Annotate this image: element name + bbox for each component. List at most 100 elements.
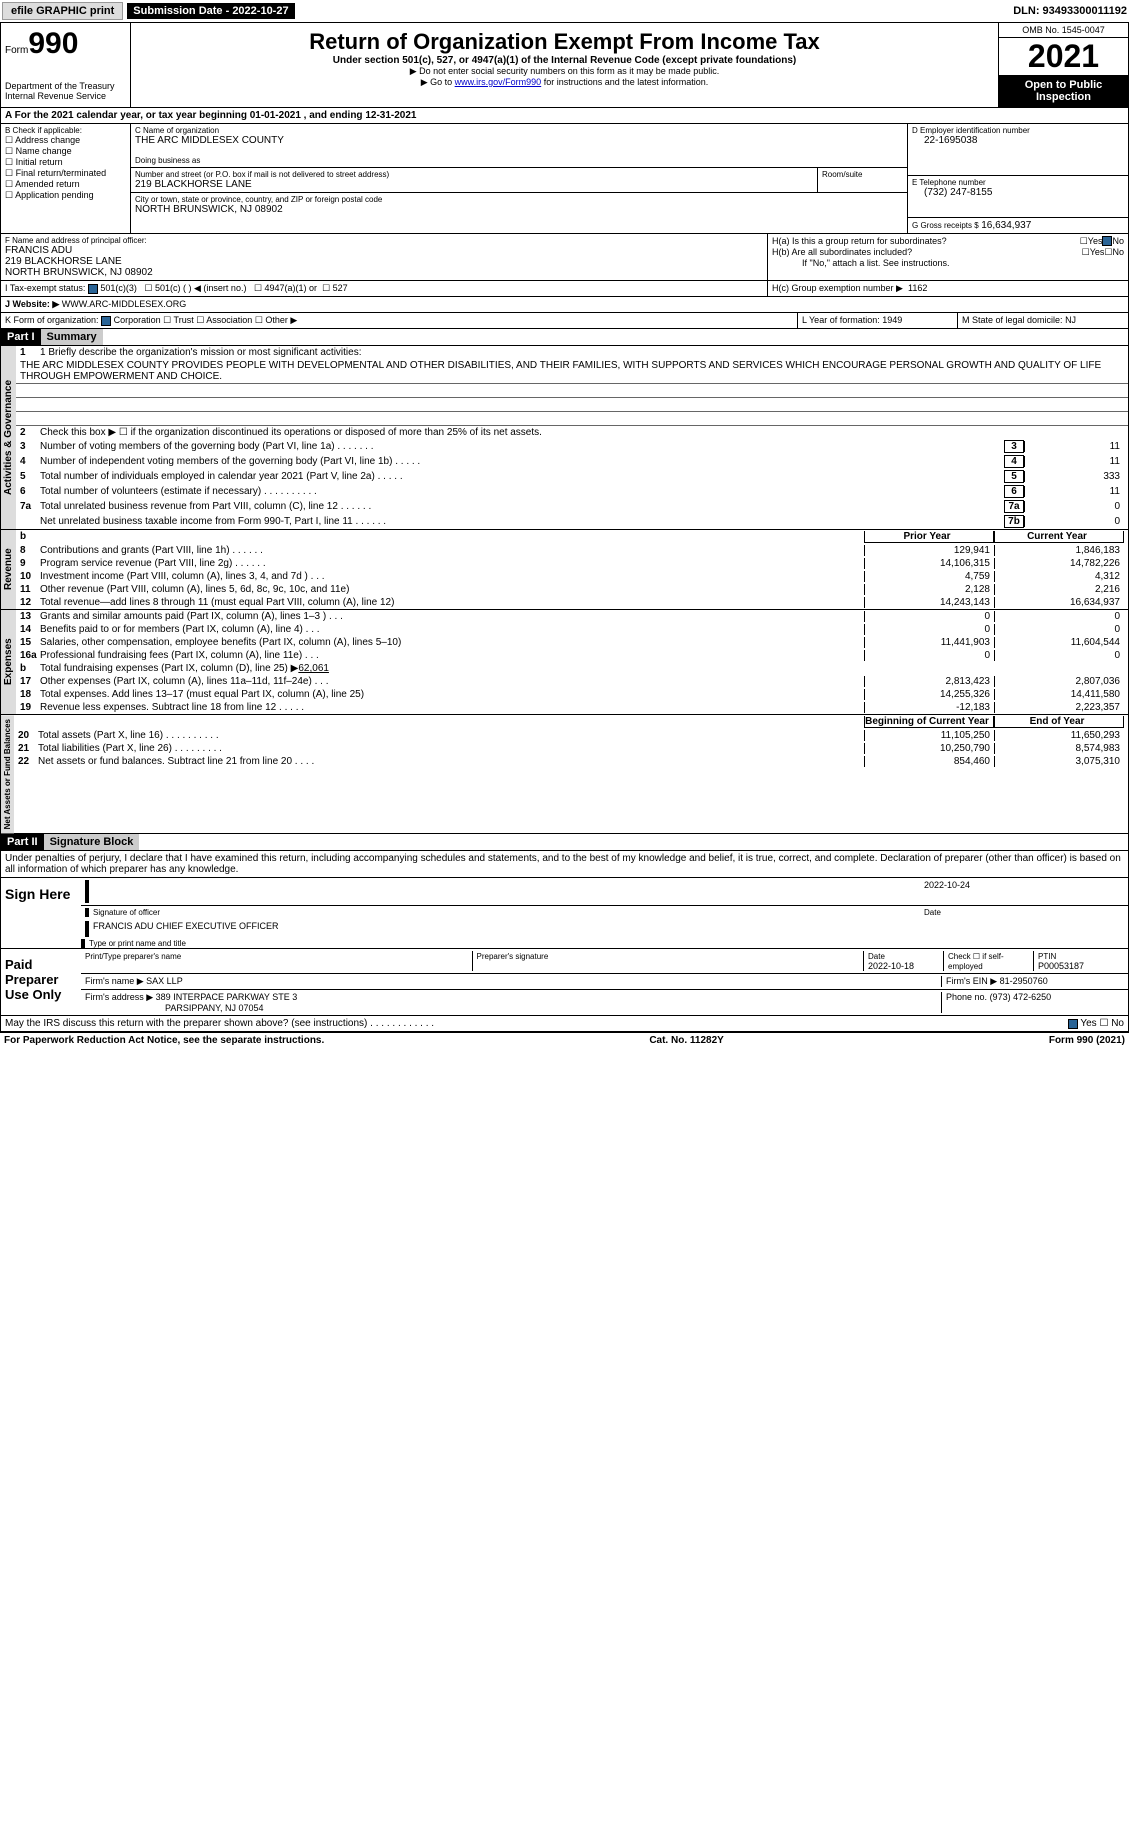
footer-left: For Paperwork Reduction Act Notice, see …	[4, 1035, 324, 1046]
footer-right: Form 990 (2021)	[1049, 1035, 1125, 1046]
l21: Total liabilities (Part X, line 26) . . …	[38, 743, 864, 754]
phone: (732) 247-8155	[912, 187, 1124, 198]
corp-check[interactable]	[101, 316, 111, 326]
date-label: Date	[924, 908, 1124, 917]
part1-title: Summary	[41, 329, 103, 345]
gross-label: G Gross receipts $	[912, 221, 979, 230]
open-inspection: Open to Public Inspection	[999, 75, 1128, 107]
b-opt-2[interactable]: ☐ Initial return	[5, 157, 126, 168]
col-de: D Employer identification number 22-1695…	[908, 124, 1128, 233]
sign-here-label: Sign Here	[1, 878, 81, 948]
l11: Other revenue (Part VIII, column (A), li…	[40, 584, 864, 595]
b-opt-3[interactable]: ☐ Final return/terminated	[5, 168, 126, 179]
l18: Total expenses. Add lines 13–17 (must eq…	[40, 689, 864, 700]
irs-label: Internal Revenue Service	[5, 91, 126, 101]
b-opt-0[interactable]: ☐ Address change	[5, 135, 126, 146]
b-label: B Check if applicable:	[5, 126, 126, 135]
col-c: C Name of organization THE ARC MIDDLESEX…	[131, 124, 908, 233]
current-hdr: Current Year	[994, 531, 1124, 543]
city: NORTH BRUNSWICK, NJ 08902	[135, 204, 903, 215]
gov-label: Activities & Governance	[1, 346, 16, 529]
l17: Other expenses (Part IX, column (A), lin…	[40, 676, 864, 687]
phone-label: E Telephone number	[912, 178, 1124, 187]
sign-date: 2022-10-24	[924, 880, 1124, 903]
l22: Net assets or fund balances. Subtract li…	[38, 756, 864, 767]
year-box: OMB No. 1545-0047 2021 Open to Public In…	[998, 23, 1128, 107]
rev-label: Revenue	[1, 530, 16, 609]
l3: Number of voting members of the governin…	[40, 441, 1004, 452]
l5: Total number of individuals employed in …	[40, 471, 1004, 482]
dba-label: Doing business as	[135, 156, 903, 165]
form-org: K Form of organization: Corporation ☐ Tr…	[1, 313, 798, 328]
l12: Total revenue—add lines 8 through 11 (mu…	[40, 597, 864, 608]
l8: Contributions and grants (Part VIII, lin…	[40, 545, 864, 556]
hc: H(c) Group exemption number ▶ 1162	[768, 281, 1128, 296]
l7a: Total unrelated business revenue from Pa…	[40, 501, 1004, 512]
calendar-year: A For the 2021 calendar year, or tax yea…	[0, 108, 1129, 124]
ein: 22-1695038	[912, 135, 1124, 146]
l16a: Professional fundraising fees (Part IX, …	[40, 650, 864, 661]
discuss-row: May the IRS discuss this return with the…	[0, 1016, 1129, 1032]
l19: Revenue less expenses. Subtract line 18 …	[40, 702, 864, 713]
col-f: F Name and address of principal officer:…	[1, 234, 768, 280]
tax-exempt: I Tax-exempt status: 501(c)(3) ☐ 501(c) …	[1, 281, 768, 296]
prior-hdr: Prior Year	[864, 531, 994, 543]
l6: Total number of volunteers (estimate if …	[40, 486, 1004, 497]
l2: Check this box ▶ ☐ if the organization d…	[40, 427, 1124, 438]
submission-date: Submission Date - 2022-10-27	[127, 3, 294, 19]
501c3-check[interactable]	[88, 284, 98, 294]
l4: Number of independent voting members of …	[40, 456, 1004, 467]
form-title: Return of Organization Exempt From Incom…	[137, 29, 992, 55]
name-label: C Name of organization	[135, 126, 903, 135]
note-1: ▶ Do not enter social security numbers o…	[137, 66, 992, 77]
note-2: ▶ Go to www.irs.gov/Form990 for instruct…	[137, 77, 992, 88]
mission-label: 1 Briefly describe the organization's mi…	[40, 347, 1124, 358]
b-opt-1[interactable]: ☐ Name change	[5, 146, 126, 157]
l9: Program service revenue (Part VIII, line…	[40, 558, 864, 569]
officer-print-name: FRANCIS ADU CHIEF EXECUTIVE OFFICER	[85, 921, 1124, 937]
gross: 16,634,937	[981, 220, 1031, 231]
form-header: Form990 Department of the Treasury Inter…	[0, 22, 1129, 108]
form-word: Form	[5, 45, 28, 56]
paid-preparer: Paid Preparer Use Only Print/Type prepar…	[0, 949, 1129, 1016]
row-klm: K Form of organization: Corporation ☐ Tr…	[0, 313, 1129, 329]
sig-officer-label: Signature of officer	[85, 908, 924, 917]
part1-header: Part ISummary	[0, 329, 1129, 346]
v4: 11	[1024, 456, 1124, 467]
row-fh: F Name and address of principal officer:…	[0, 234, 1129, 281]
form-990: 990	[28, 27, 78, 60]
state-domicile: M State of legal domicile: NJ	[958, 313, 1128, 328]
row-bcde: B Check if applicable: ☐ Address change …	[0, 124, 1129, 234]
l7b: Net unrelated business taxable income fr…	[40, 516, 1004, 527]
b-opt-5[interactable]: ☐ Application pending	[5, 190, 126, 201]
top-bar: efile GRAPHIC print Submission Date - 20…	[0, 0, 1129, 22]
footer-mid: Cat. No. 11282Y	[649, 1035, 723, 1046]
l10: Investment income (Part VIII, column (A)…	[40, 571, 864, 582]
ha-no-check[interactable]	[1102, 236, 1112, 246]
irs-link[interactable]: www.irs.gov/Form990	[455, 77, 542, 87]
l20: Total assets (Part X, line 16) . . . . .…	[38, 730, 864, 741]
b-opt-4[interactable]: ☐ Amended return	[5, 179, 126, 190]
section-governance: Activities & Governance 11 Briefly descr…	[0, 346, 1129, 530]
sign-here: Sign Here 2022-10-24 Signature of office…	[0, 878, 1129, 949]
section-expenses: Expenses 13Grants and similar amounts pa…	[0, 610, 1129, 715]
efile-btn[interactable]: efile GRAPHIC print	[2, 2, 123, 20]
exp-label: Expenses	[1, 610, 16, 714]
v7b: 0	[1024, 516, 1124, 527]
col-h: H(a) Is this a group return for subordin…	[768, 234, 1128, 280]
street-label: Number and street (or P.O. box if mail i…	[135, 170, 813, 179]
title-box: Return of Organization Exempt From Incom…	[131, 23, 998, 107]
beg-hdr: Beginning of Current Year	[864, 716, 994, 728]
tax-year: 2021	[999, 38, 1128, 75]
v6: 11	[1024, 486, 1124, 497]
row-j: J Website: ▶ WWW.ARC-MIDDLESEX.ORG	[0, 297, 1129, 313]
l15: Salaries, other compensation, employee b…	[40, 637, 864, 648]
discuss-yes[interactable]	[1068, 1019, 1078, 1029]
l13: Grants and similar amounts paid (Part IX…	[40, 611, 864, 622]
part2-header: Part IISignature Block	[0, 834, 1129, 851]
v3: 11	[1024, 441, 1124, 452]
row-i: I Tax-exempt status: 501(c)(3) ☐ 501(c) …	[0, 281, 1129, 297]
section-netassets: Net Assets or Fund Balances Beginning of…	[0, 715, 1129, 834]
year-formation: L Year of formation: 1949	[798, 313, 958, 328]
ha-label: H(a) Is this a group return for subordin…	[772, 236, 1080, 247]
